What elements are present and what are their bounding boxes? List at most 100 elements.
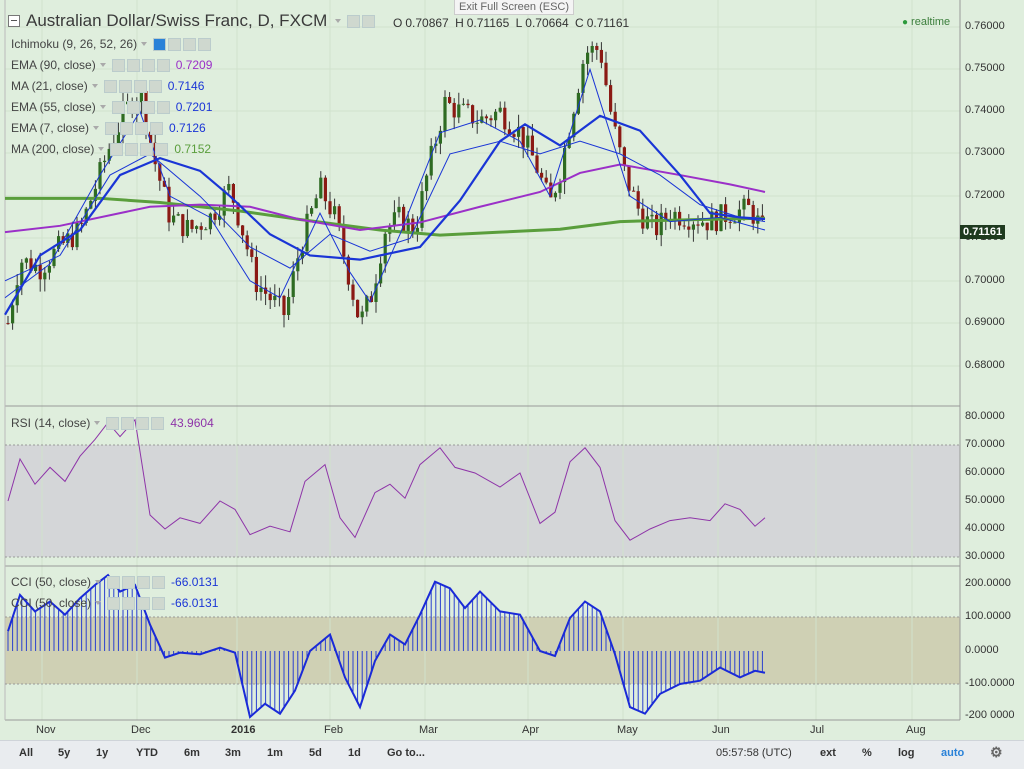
settings-icon[interactable]	[106, 416, 120, 430]
settings-icon[interactable]	[107, 575, 121, 589]
eye-icon[interactable]	[153, 37, 167, 51]
dropdown-arrow-icon[interactable]	[141, 42, 148, 46]
close-icon[interactable]	[150, 121, 164, 135]
dropdown-arrow-icon[interactable]	[95, 601, 102, 605]
plus-icon[interactable]	[137, 596, 151, 610]
dropdown-arrow-icon[interactable]	[93, 126, 100, 130]
format-icon[interactable]	[122, 575, 136, 589]
candle-body	[659, 212, 663, 236]
low-label: L	[515, 16, 523, 30]
indicator-label: MA (200, close)	[11, 142, 95, 156]
indicator-cci-2[interactable]: CCI (50, close) -66.0131	[11, 596, 218, 610]
cci-tick-label: 0.0000	[965, 644, 999, 656]
ext-toggle[interactable]: ext	[820, 747, 836, 759]
indicator-ema7[interactable]: EMA (7, close) 0.7126	[11, 121, 206, 135]
format-icon[interactable]	[122, 596, 136, 610]
candle-body	[254, 256, 258, 293]
settings-icon[interactable]	[105, 121, 119, 135]
candle-body	[268, 293, 272, 301]
range-button-1y[interactable]: 1y	[96, 747, 109, 759]
candle-body	[323, 177, 327, 202]
format-icon[interactable]	[118, 79, 132, 93]
plus-icon[interactable]	[140, 142, 154, 156]
candle-body	[89, 200, 93, 209]
settings-icon[interactable]	[107, 596, 121, 610]
plus-icon[interactable]	[133, 79, 147, 93]
dropdown-arrow-icon[interactable]	[99, 63, 106, 67]
open-label: O	[393, 16, 403, 30]
format-icon[interactable]	[125, 142, 139, 156]
cci-line	[7, 573, 766, 719]
range-button-1d[interactable]: 1d	[348, 747, 361, 759]
collapse-icon[interactable]	[8, 15, 20, 27]
percent-toggle[interactable]: %	[862, 747, 872, 759]
close-icon[interactable]	[148, 79, 162, 93]
utc-clock: 05:57:58 (UTC)	[716, 747, 792, 759]
chart-canvas[interactable]	[0, 0, 1024, 740]
close-icon[interactable]	[156, 100, 170, 114]
settings-icon[interactable]	[347, 14, 361, 28]
dropdown-arrow-icon[interactable]	[95, 580, 102, 584]
format-icon[interactable]	[362, 14, 376, 28]
symbol-title[interactable]: Australian Dollar/Swiss Franc, D, FXCM	[26, 11, 328, 30]
price-tick-label: 0.74000	[965, 104, 1005, 116]
settings-icon[interactable]	[103, 79, 117, 93]
indicator-ma21[interactable]: MA (21, close) 0.7146	[11, 79, 204, 93]
close-icon[interactable]	[152, 596, 166, 610]
candle-body	[291, 271, 295, 298]
candle-body	[296, 258, 300, 272]
log-toggle[interactable]: log	[898, 747, 915, 759]
range-button-3m[interactable]: 3m	[225, 747, 241, 759]
close-icon[interactable]	[151, 416, 165, 430]
settings-icon[interactable]	[111, 58, 125, 72]
plus-icon[interactable]	[183, 37, 197, 51]
ohlc-readout: O 0.70867 H 0.71165 L 0.70664 C 0.71161	[393, 16, 632, 30]
exit-fullscreen-button[interactable]: Exit Full Screen (ESC)	[454, 0, 575, 15]
range-button-6m[interactable]: 6m	[184, 747, 200, 759]
settings-icon[interactable]	[110, 142, 124, 156]
close-icon[interactable]	[198, 37, 212, 51]
candle-body	[47, 266, 51, 273]
range-button-5d[interactable]: 5d	[309, 747, 322, 759]
candle-body	[512, 134, 516, 137]
plus-icon[interactable]	[137, 575, 151, 589]
range-button-5y[interactable]: 5y	[58, 747, 71, 759]
gear-icon[interactable]: ⚙	[990, 744, 1003, 760]
indicator-ema55[interactable]: EMA (55, close) 0.7201	[11, 100, 212, 114]
range-button-ytd[interactable]: YTD	[136, 747, 158, 759]
goto-button[interactable]: Go to...	[387, 747, 425, 759]
candle-body	[549, 182, 553, 198]
dropdown-arrow-icon[interactable]	[335, 19, 342, 23]
plus-icon[interactable]	[136, 416, 150, 430]
close-icon[interactable]	[155, 142, 169, 156]
close-icon[interactable]	[152, 575, 166, 589]
candle-body	[682, 225, 686, 227]
indicator-value: 0.7152	[174, 142, 212, 156]
plus-icon[interactable]	[141, 58, 155, 72]
close-icon[interactable]	[156, 58, 170, 72]
plus-icon[interactable]	[141, 100, 155, 114]
indicator-ema90[interactable]: EMA (90, close) 0.7209	[11, 58, 212, 72]
format-icon[interactable]	[121, 416, 135, 430]
plus-icon[interactable]	[135, 121, 149, 135]
indicator-label: MA (21, close)	[11, 79, 88, 93]
range-button-all[interactable]: All	[19, 747, 34, 759]
indicator-cci-1[interactable]: CCI (50, close) -66.0131	[11, 575, 218, 589]
settings-icon[interactable]	[111, 100, 125, 114]
rsi-tick-label: 80.0000	[965, 410, 1005, 422]
indicator-ma200[interactable]: MA (200, close) 0.7152	[11, 142, 211, 156]
auto-toggle[interactable]: auto	[941, 747, 965, 759]
dropdown-arrow-icon[interactable]	[98, 147, 105, 151]
settings-icon[interactable]	[168, 37, 182, 51]
dropdown-arrow-icon[interactable]	[91, 84, 98, 88]
format-icon[interactable]	[120, 121, 134, 135]
dropdown-arrow-icon[interactable]	[94, 421, 101, 425]
range-button-1m[interactable]: 1m	[267, 747, 283, 759]
candle-body	[563, 147, 567, 183]
format-icon[interactable]	[126, 100, 140, 114]
indicator-ichimoku[interactable]: Ichimoku (9, 26, 52, 26)	[11, 37, 212, 51]
dropdown-arrow-icon[interactable]	[99, 105, 106, 109]
candle-body	[351, 284, 355, 300]
indicator-rsi[interactable]: RSI (14, close) 43.9604	[11, 416, 214, 430]
format-icon[interactable]	[126, 58, 140, 72]
